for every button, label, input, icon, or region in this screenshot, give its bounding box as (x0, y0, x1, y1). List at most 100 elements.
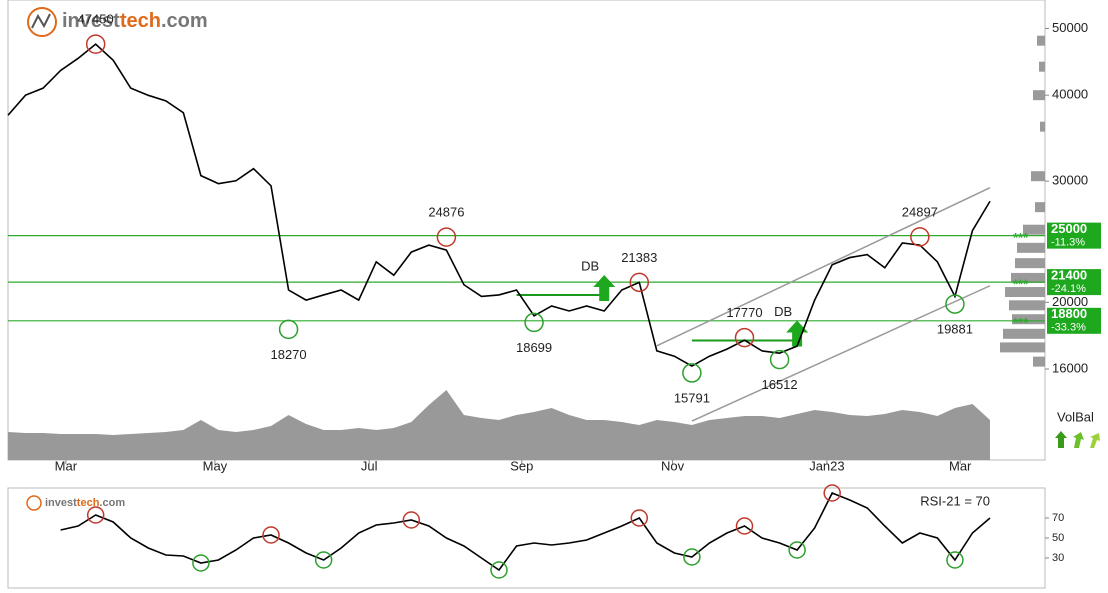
price-volume-bar (1031, 171, 1045, 182)
logo-part: .com (161, 10, 208, 32)
price-frame (7, 0, 1046, 461)
rsi-signal (314, 551, 333, 569)
extremum-marker (524, 312, 544, 333)
y-tick-label: 30000 (1052, 173, 1088, 188)
rsi-signal (490, 561, 508, 579)
level-change: -24.1% (1051, 283, 1086, 295)
extremum-label: 47450 (78, 12, 114, 27)
extremum-marker (682, 363, 702, 383)
price-volume-bar (1015, 258, 1045, 269)
extremum-marker (769, 349, 790, 370)
logo-part: .com (99, 497, 125, 509)
x-tick-label: Mar (55, 458, 78, 473)
volbal-arrow (1055, 431, 1067, 448)
extremum-marker (734, 327, 755, 348)
extremum-label: 17770 (726, 305, 762, 320)
extremum-label: 18699 (516, 340, 552, 355)
logo-small: investtech.com (26, 495, 125, 511)
extremum-label: 18270 (270, 347, 306, 362)
extremum-label: 19881 (937, 322, 973, 337)
logo-part: invest (62, 10, 120, 32)
rsi-signal (402, 511, 421, 529)
price-volume-bar (1033, 90, 1045, 101)
level-marker: *** (1013, 277, 1029, 292)
logo-icon (26, 495, 42, 511)
rsi-signal (192, 554, 210, 572)
logo-text: investtech.com (45, 497, 125, 509)
price-volume-bar (1017, 242, 1045, 253)
price-volume-bar (1000, 342, 1045, 353)
rsi-signal (946, 551, 964, 569)
x-tick-label: Nov (661, 458, 685, 473)
y-tick-label: 16000 (1052, 360, 1088, 375)
price-volume-bar (1003, 328, 1045, 339)
price-volume-bar (1023, 224, 1045, 235)
y-tick-label: 30 (1052, 552, 1064, 564)
price-volume-bar (1033, 356, 1045, 367)
trend-channel (656, 187, 991, 347)
rsi-signal (262, 526, 280, 544)
extremum-label: 15791 (674, 390, 710, 405)
extremum-marker (85, 34, 106, 54)
price-volume-bar (1037, 35, 1045, 46)
rsi-signal (823, 484, 841, 502)
logo-part: tech (77, 497, 100, 509)
level-box (1047, 307, 1101, 334)
volbal-label: VolBal (1057, 409, 1094, 424)
logo-part: tech (120, 10, 161, 32)
volume-area (8, 390, 990, 460)
price-volume-bar (1035, 202, 1045, 213)
level-change: -33.3% (1051, 322, 1086, 334)
trend-channel (691, 285, 991, 422)
breakout-arrow (593, 274, 616, 301)
volbal-arrow (1090, 433, 1100, 448)
y-tick-label: 50 (1052, 532, 1064, 544)
rsi-signal (683, 548, 701, 566)
price-line (60, 491, 991, 572)
price-line (7, 43, 991, 367)
level-box (1047, 269, 1101, 296)
volbal-arrow (1073, 432, 1084, 448)
price-volume-bar (1005, 287, 1045, 298)
y-tick-label: 50000 (1052, 20, 1088, 35)
level-marker: *** (1013, 230, 1029, 245)
y-tick-label: 40000 (1052, 87, 1088, 102)
level-value: 18800 (1051, 306, 1087, 321)
price-volume-bar (1009, 300, 1045, 311)
price-volume-bar (1011, 272, 1045, 283)
extremum-marker (629, 272, 650, 293)
logo: investtech.com (27, 7, 208, 37)
extremum-label: 21383 (621, 250, 657, 265)
rsi-signal (86, 506, 105, 524)
x-tick-label: Jul (361, 458, 378, 473)
price-volume-bar (1039, 61, 1045, 72)
y-tick-label: 20000 (1052, 294, 1088, 309)
logo-icon-line (31, 13, 51, 29)
extremum-marker (278, 319, 299, 340)
level-marker: *** (1013, 315, 1029, 330)
x-tick-label: May (203, 458, 228, 473)
breakout-label: DB (774, 304, 792, 319)
rsi-signal (735, 517, 754, 535)
breakout-label: DB (581, 258, 599, 273)
extremum-marker (910, 227, 930, 247)
breakout-arrow (786, 320, 809, 347)
price-volume-bar (1012, 314, 1045, 325)
rsi-signal (630, 509, 649, 527)
extremum-marker (436, 227, 457, 247)
logo-part: invest (45, 497, 77, 509)
level-box (1047, 222, 1101, 249)
extremum-label: 16512 (761, 377, 797, 392)
y-tick-label: 70 (1052, 512, 1064, 524)
extremum-label: 24897 (902, 204, 938, 219)
price-volume-bar (1040, 121, 1045, 132)
extremum-marker (945, 294, 965, 314)
level-value: 21400 (1051, 268, 1087, 283)
extremum-label: 24876 (428, 205, 464, 220)
rsi-frame (7, 487, 1046, 589)
rsi-signal (788, 541, 806, 559)
x-tick-label: Sep (510, 458, 533, 473)
x-tick-label: Jan23 (809, 458, 844, 473)
